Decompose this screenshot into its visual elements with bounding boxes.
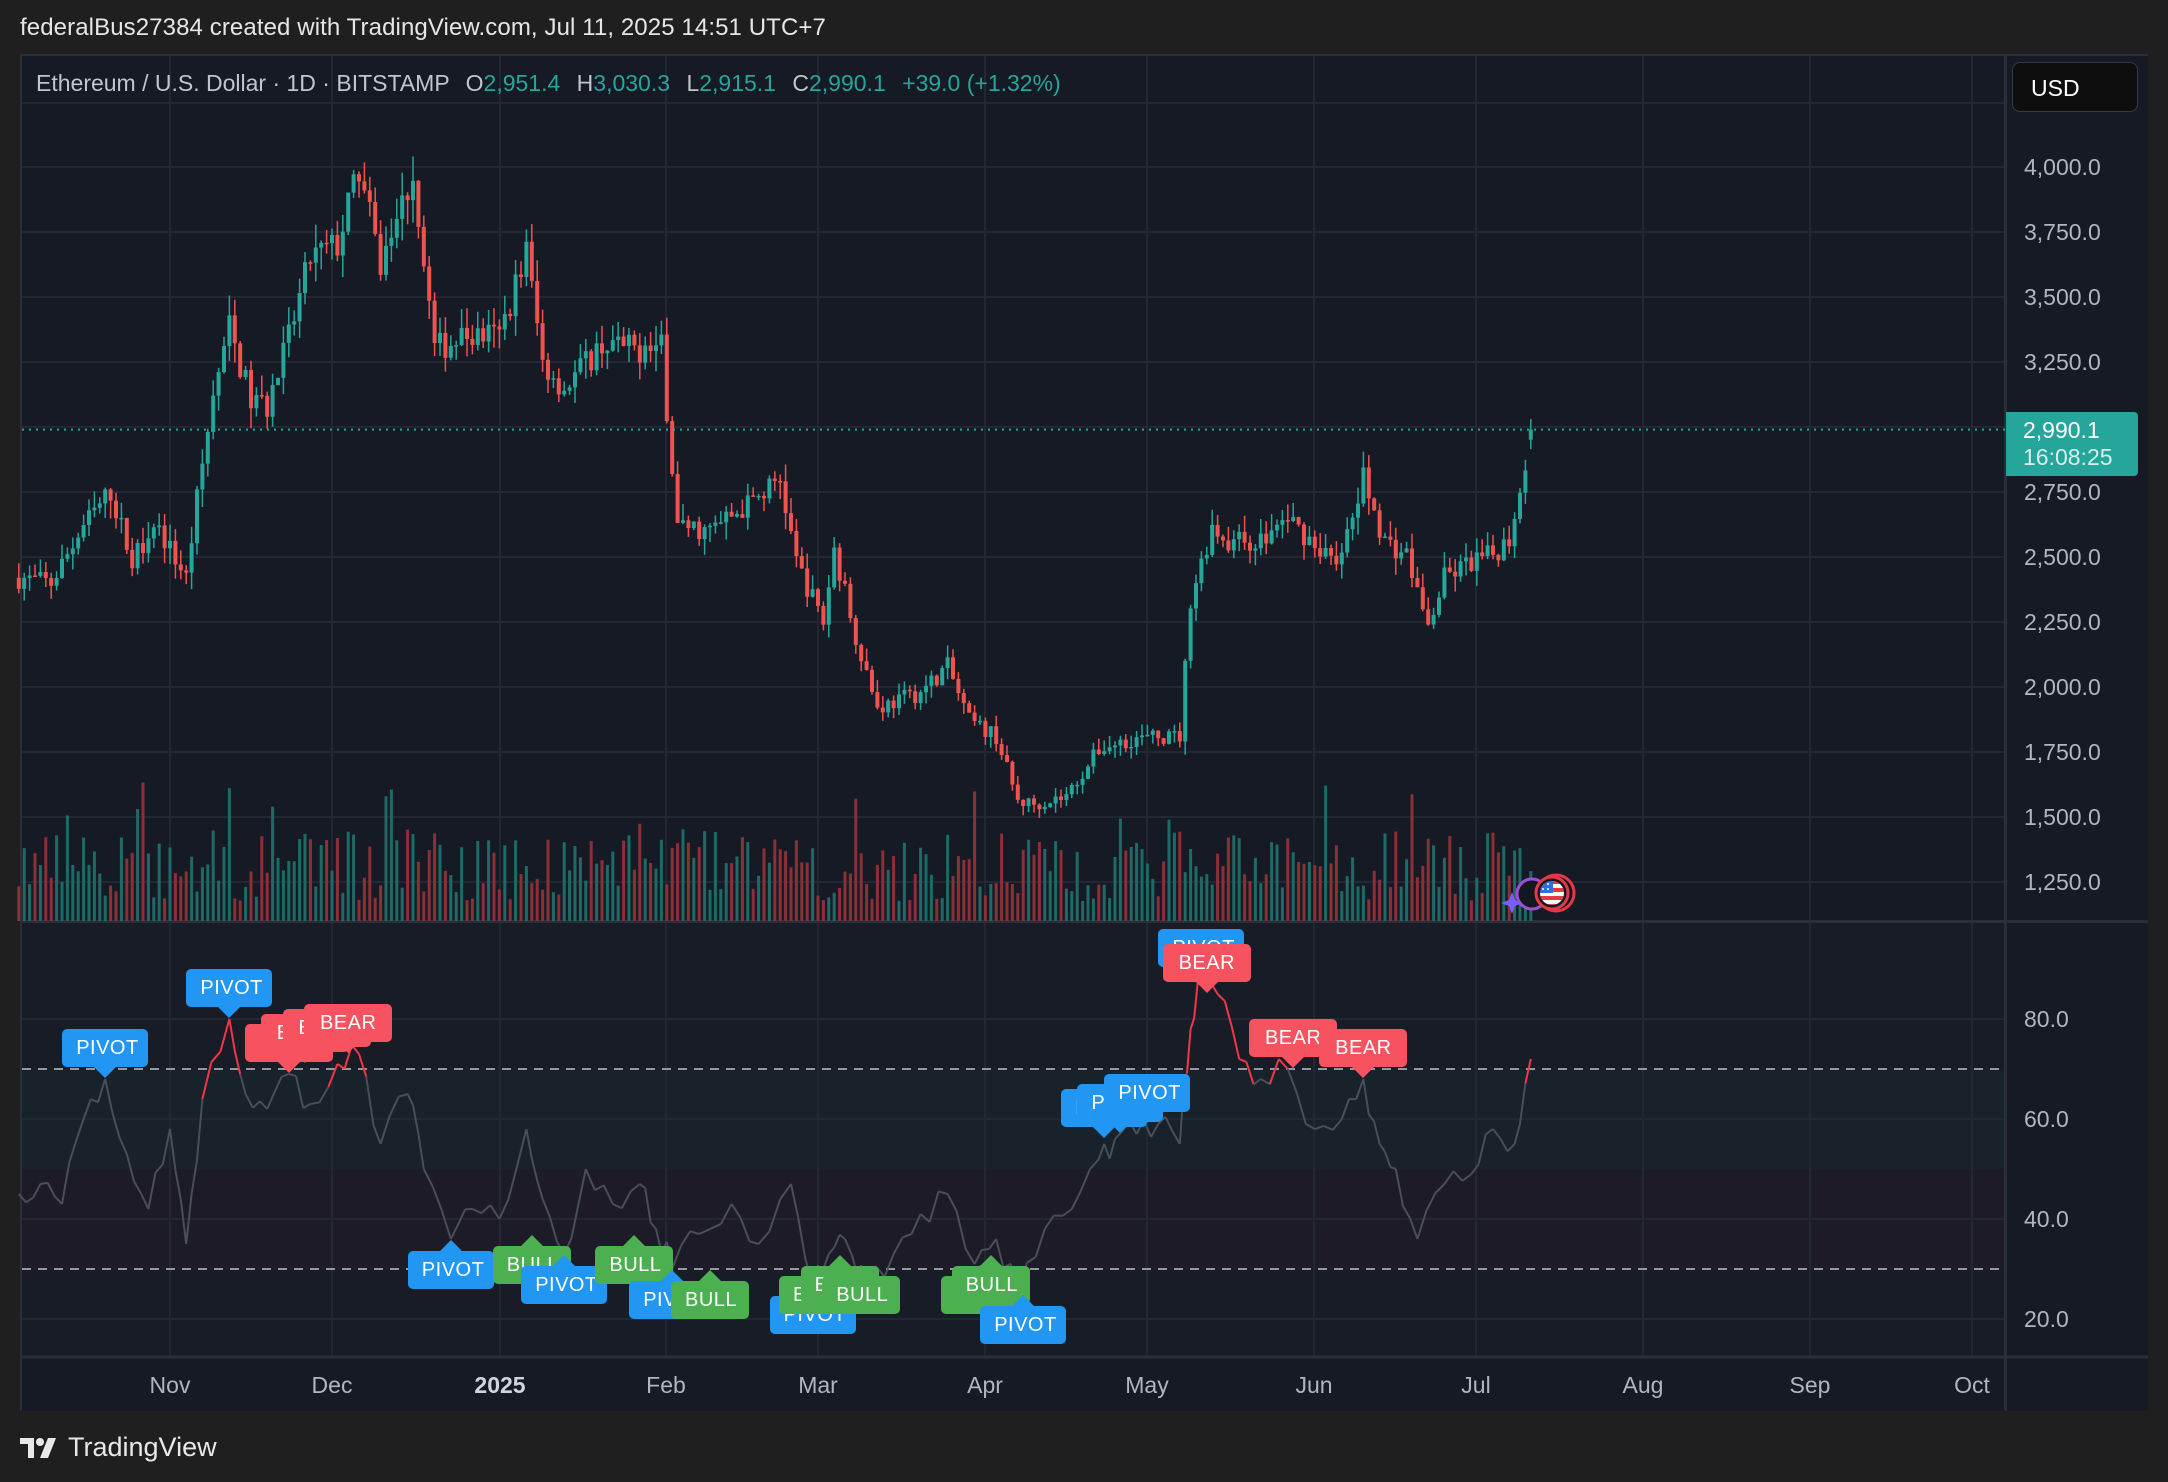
time-tick-label: Aug xyxy=(1622,1372,1664,1398)
time-tick-label: May xyxy=(1125,1372,1169,1398)
time-tick-label: Nov xyxy=(149,1372,191,1398)
time-tick-label: Jul xyxy=(1461,1372,1491,1398)
chart-caption: federalBus27384 created with TradingView… xyxy=(20,14,826,41)
time-tick-label: Oct xyxy=(1954,1372,1990,1398)
pivot-label: PIVOT xyxy=(186,969,273,1018)
pivot-label: PIVOT xyxy=(980,1295,1067,1344)
tradingview-logo[interactable]: TradingView xyxy=(20,1432,217,1463)
sparkle-icon xyxy=(1501,892,1523,914)
time-tick-label: Mar xyxy=(798,1372,838,1398)
time-tick-label: Sep xyxy=(1789,1372,1831,1398)
bull-label: BULL xyxy=(822,1265,901,1314)
currency-button[interactable]: USD xyxy=(2012,62,2138,112)
price-tick-label: 3,500.0 xyxy=(2024,284,2101,310)
low-value: 2,915.1 xyxy=(699,70,776,96)
close-value: 2,990.1 xyxy=(809,70,886,96)
high-value: 3,030.3 xyxy=(593,70,671,96)
low-label: L xyxy=(686,70,700,96)
change-value: +39.0 (+1.32%) xyxy=(902,70,1061,96)
open-value: 2,951.4 xyxy=(483,70,561,96)
bull-label: BULL xyxy=(595,1235,674,1284)
bull-label: BULL xyxy=(671,1270,749,1319)
bull-label: BULL xyxy=(951,1255,1030,1304)
pivot-label: PIVOT xyxy=(62,1029,149,1078)
price-tick-label: 2,750.0 xyxy=(2024,479,2101,505)
time-tick-label: Dec xyxy=(311,1372,353,1398)
bear-label: BEAR xyxy=(1162,944,1251,993)
oscillator-tick-label: 40.0 xyxy=(2024,1206,2069,1232)
oscillator-tick-label: 60.0 xyxy=(2024,1106,2069,1132)
price-tick-label: 2,000.0 xyxy=(2024,674,2101,700)
pivot-label: PIVOT xyxy=(407,1240,494,1289)
last-price-value: 2,990.1 xyxy=(2023,417,2100,443)
pivot-label: PIVOT xyxy=(521,1255,608,1304)
tradingview-brand: TradingView xyxy=(68,1432,217,1462)
time-tick-label: Jun xyxy=(1295,1372,1333,1398)
price-tick-label: 2,500.0 xyxy=(2024,544,2101,570)
price-tick-label: 1,500.0 xyxy=(2024,804,2101,830)
oscillator-tick-label: 80.0 xyxy=(2024,1006,2069,1032)
price-tick-label: 4,000.0 xyxy=(2024,154,2101,180)
symbol-legend: Ethereum / U.S. Dollar · 1D · BITSTAMP O… xyxy=(36,70,1061,97)
price-tick-label: 3,250.0 xyxy=(2024,349,2101,375)
price-tick-label: 2,250.0 xyxy=(2024,609,2101,635)
bar-countdown: 16:08:25 xyxy=(2023,444,2113,470)
pivot-label: PIVOT xyxy=(1104,1074,1191,1123)
us-flag-icon xyxy=(1534,873,1576,913)
time-tick-label: Apr xyxy=(967,1372,1003,1398)
open-label: O xyxy=(465,70,484,96)
price-tick-label: 1,750.0 xyxy=(2024,739,2101,765)
bear-label: BEAR xyxy=(1319,1029,1408,1078)
close-label: C xyxy=(792,70,809,96)
bear-label: BEAR xyxy=(304,1004,393,1053)
last-price-tag: 2,990.1 16:08:25 xyxy=(2006,412,2138,476)
volume-bars xyxy=(17,782,1533,921)
high-label: H xyxy=(576,70,594,96)
price-tick-label: 3,750.0 xyxy=(2024,219,2101,245)
time-tick-label: 2025 xyxy=(474,1372,526,1398)
oscillator-tick-label: 20.0 xyxy=(2024,1306,2069,1332)
symbol-title[interactable]: Ethereum / U.S. Dollar · 1D · BITSTAMP xyxy=(36,70,450,96)
economic-events-icon[interactable] xyxy=(1498,870,1582,916)
tv-logo-icon xyxy=(20,1437,56,1458)
time-tick-label: Feb xyxy=(646,1372,686,1398)
candles xyxy=(16,156,1533,818)
price-tick-label: 1,250.0 xyxy=(2024,869,2101,895)
oscillator-line xyxy=(18,978,1532,1295)
